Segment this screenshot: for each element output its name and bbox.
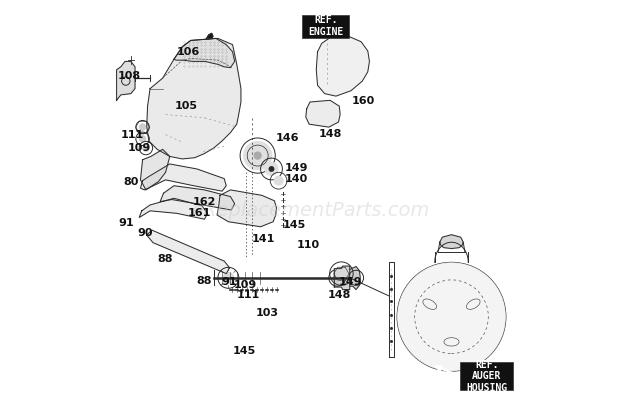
Text: 111: 111: [236, 290, 260, 300]
Text: 91: 91: [118, 218, 134, 228]
Polygon shape: [334, 266, 350, 289]
Circle shape: [254, 151, 262, 160]
Polygon shape: [141, 164, 226, 191]
Polygon shape: [117, 61, 135, 100]
Polygon shape: [350, 267, 360, 289]
Text: 145: 145: [283, 220, 306, 230]
Polygon shape: [316, 36, 370, 96]
Text: 148: 148: [319, 129, 342, 139]
Polygon shape: [440, 235, 463, 249]
Text: 141: 141: [252, 234, 275, 244]
Text: 140: 140: [285, 174, 308, 184]
Text: 106: 106: [177, 47, 200, 57]
Circle shape: [352, 273, 360, 282]
Text: 149: 149: [285, 163, 308, 173]
Text: 161: 161: [187, 208, 211, 218]
Polygon shape: [147, 38, 241, 159]
Circle shape: [397, 262, 506, 371]
Text: 105: 105: [175, 101, 198, 111]
Text: 110: 110: [296, 240, 319, 250]
Circle shape: [268, 166, 275, 172]
Text: 145: 145: [232, 346, 255, 357]
Text: 146: 146: [275, 133, 299, 143]
Text: REF.
AUGER
HOUSING: REF. AUGER HOUSING: [466, 360, 507, 393]
Circle shape: [139, 135, 146, 143]
Circle shape: [264, 162, 278, 176]
FancyBboxPatch shape: [460, 362, 513, 391]
Text: 148: 148: [327, 289, 351, 299]
Text: 108: 108: [118, 71, 141, 81]
Circle shape: [243, 141, 272, 170]
Polygon shape: [306, 100, 340, 127]
Text: 162: 162: [193, 197, 216, 207]
Text: 160: 160: [352, 96, 375, 106]
Polygon shape: [160, 186, 234, 210]
Text: 149: 149: [339, 277, 362, 287]
Polygon shape: [174, 38, 234, 68]
Polygon shape: [206, 33, 213, 39]
FancyBboxPatch shape: [303, 15, 349, 37]
Text: 103: 103: [256, 307, 279, 318]
Circle shape: [273, 176, 283, 186]
Circle shape: [223, 272, 234, 284]
Polygon shape: [147, 230, 229, 273]
Circle shape: [332, 273, 342, 283]
Text: 91: 91: [222, 277, 237, 287]
Circle shape: [142, 144, 149, 152]
Polygon shape: [140, 198, 208, 219]
Polygon shape: [141, 149, 170, 190]
Text: REF.
ENGINE: REF. ENGINE: [308, 16, 343, 37]
Text: eReplacementParts.com: eReplacementParts.com: [191, 200, 429, 220]
Text: 88: 88: [157, 255, 172, 265]
Circle shape: [139, 123, 146, 131]
Text: 109: 109: [234, 280, 257, 289]
Text: 109: 109: [128, 143, 151, 153]
Text: 80: 80: [123, 177, 138, 187]
Text: 88: 88: [197, 276, 212, 286]
Text: 90: 90: [137, 228, 153, 238]
Polygon shape: [217, 190, 277, 227]
Text: 111: 111: [120, 130, 144, 139]
Circle shape: [334, 266, 349, 281]
